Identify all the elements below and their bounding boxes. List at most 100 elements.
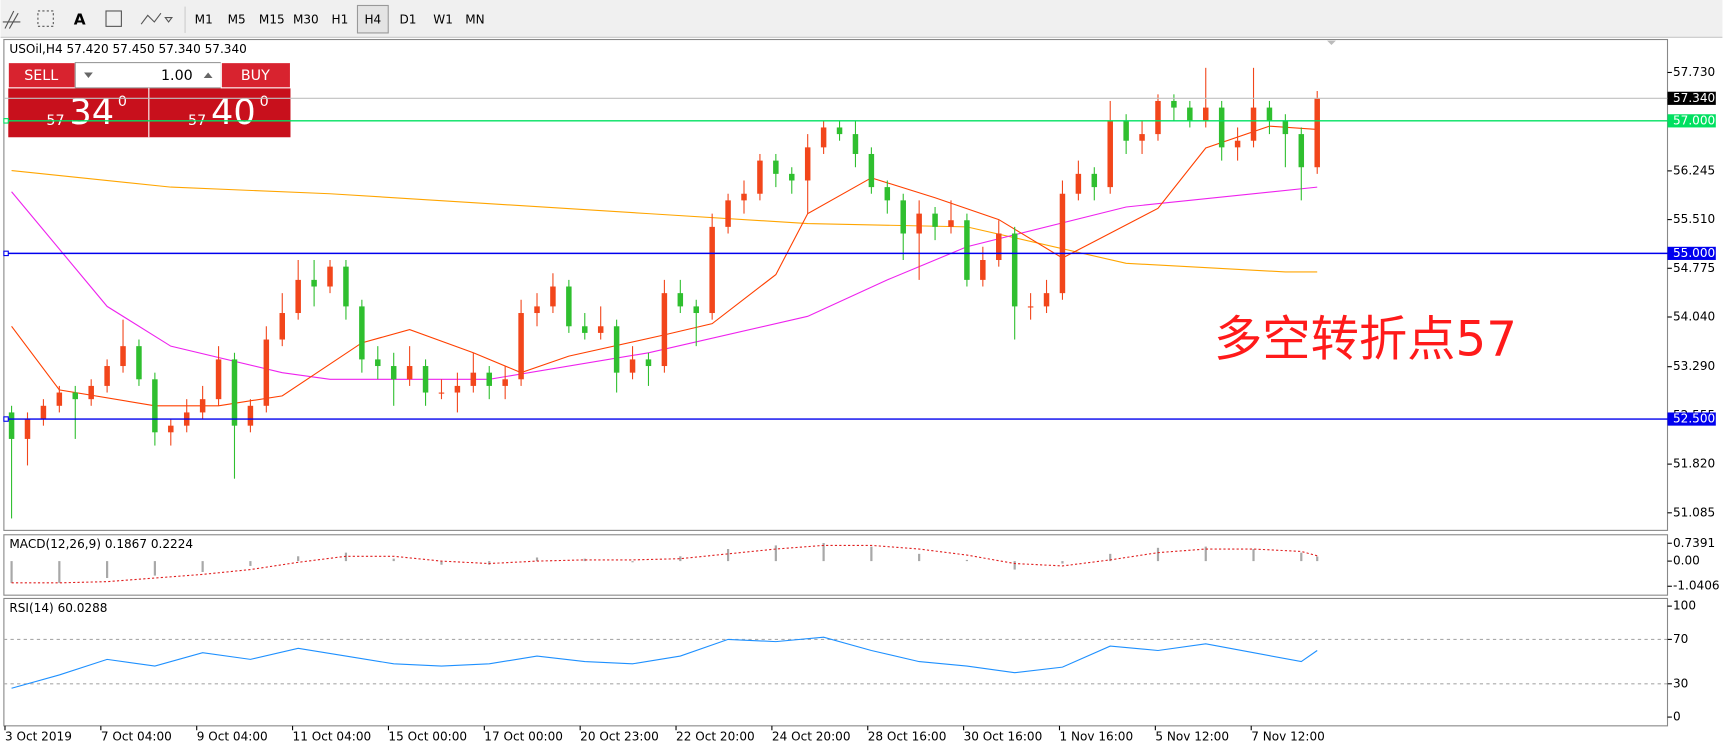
macd-tick-label: 0.00 [1673, 554, 1700, 568]
moving-average [11, 125, 1318, 407]
x-tick-label: 5 Nov 12:00 [1155, 729, 1229, 743]
macd-bar [679, 556, 682, 562]
macd-bar [918, 553, 921, 562]
candle-body [199, 399, 206, 413]
y-tick-label: 54.775 [1673, 261, 1715, 275]
chart-header: USOil,H4 57.420 57.450 57.340 57.340 [9, 42, 246, 56]
macd-tick-label: -1.0406 [1673, 579, 1720, 593]
timeframe-button[interactable]: W1 [433, 12, 453, 26]
candle-body [327, 266, 333, 287]
sell-price-point: 0 [118, 94, 127, 110]
candle-body [438, 392, 445, 394]
candle-body [773, 160, 779, 174]
candle-body [741, 193, 747, 201]
rsi-tick-label: 0 [1673, 710, 1681, 724]
timeframe-button[interactable]: M15 [259, 12, 285, 26]
shift-marker [1327, 40, 1336, 46]
x-tick-label: 20 Oct 23:00 [580, 729, 659, 743]
x-tick-label: 28 Oct 16:00 [868, 729, 947, 743]
candle-body [582, 326, 588, 333]
x-tick-label: 7 Nov 12:00 [1251, 729, 1325, 743]
candle-body [613, 326, 620, 373]
macd-bar [726, 549, 730, 562]
candle-body [789, 173, 795, 181]
candle-body [263, 339, 270, 406]
candle-body [1107, 120, 1113, 188]
candle-body [24, 419, 31, 439]
candle-body [518, 313, 524, 380]
candle-body [72, 392, 79, 400]
candle-body [422, 366, 429, 393]
macd-tick-label: 0.7391 [1673, 536, 1715, 550]
timeframe-button[interactable]: M5 [228, 12, 246, 26]
candle-body [597, 326, 604, 333]
timeframe-button[interactable]: D1 [400, 12, 417, 26]
rsi-tick-label: 100 [1673, 599, 1696, 613]
candle-body [1123, 120, 1129, 141]
candle-body [534, 306, 540, 314]
macd-bar [297, 556, 300, 562]
macd-bar [870, 546, 873, 562]
macd-bar [153, 561, 156, 576]
candle-body [1266, 107, 1273, 121]
rsi-line [11, 636, 1318, 689]
toolbar [0, 0, 1723, 38]
candle-body [295, 279, 301, 314]
macd-bar [392, 558, 395, 562]
candle-body [948, 220, 954, 227]
macd-bar [1300, 552, 1303, 562]
macd-bar [58, 561, 61, 583]
candle-body [375, 359, 381, 367]
candle-body [916, 213, 922, 234]
candle-body [8, 412, 15, 439]
level-label-bg [1667, 246, 1716, 260]
candle-body [231, 359, 238, 426]
x-tick-label: 22 Oct 20:00 [676, 729, 755, 743]
macd-bar [1204, 546, 1207, 562]
candle-body [1203, 107, 1209, 121]
level-marker [3, 118, 9, 124]
x-tick-label: 30 Oct 16:00 [964, 729, 1043, 743]
timeframe-button[interactable]: MN [465, 12, 484, 26]
crosshair-icon[interactable] [2, 10, 21, 29]
timeframe-button[interactable]: H1 [332, 12, 349, 26]
level-label-bg [1667, 412, 1716, 426]
candle-body [247, 405, 254, 426]
candle-body [343, 266, 349, 307]
buy-button[interactable] [220, 62, 292, 89]
timeframe-button[interactable]: M30 [293, 12, 319, 26]
level-label: 55.000 [1673, 246, 1715, 260]
candle-body [900, 200, 906, 234]
candle-body [932, 213, 938, 227]
macd-bar [583, 558, 586, 562]
sell-button[interactable] [7, 62, 76, 89]
timeframe-button[interactable]: M1 [195, 12, 213, 26]
annotation: 多空转折点57 [1214, 312, 1517, 368]
lot-input[interactable] [74, 62, 222, 89]
candle-body [88, 385, 94, 400]
grid-icon[interactable] [37, 10, 54, 27]
objects-icon[interactable] [140, 12, 173, 25]
candle-body [56, 392, 63, 406]
text-icon[interactable]: A [74, 10, 86, 28]
rsi-tick-label: 30 [1673, 676, 1688, 690]
candle-body [1075, 173, 1082, 194]
candle-body [311, 279, 317, 287]
y-tick-label: 55.510 [1673, 212, 1715, 226]
candle-body [884, 187, 891, 201]
y-tick-label: 57.730 [1673, 65, 1715, 79]
timeframe-button[interactable]: H4 [364, 12, 381, 26]
macd-bar [1252, 549, 1255, 562]
level-label-bg [1667, 114, 1716, 128]
label-icon[interactable] [105, 10, 122, 27]
moving-average [11, 186, 1318, 380]
buy-price-point: 0 [260, 94, 269, 110]
macd-bar [488, 561, 491, 565]
x-tick-label: 15 Oct 00:00 [388, 729, 467, 743]
level-marker [3, 250, 9, 257]
y-tick-label: 51.085 [1673, 505, 1715, 519]
candle-body [725, 200, 731, 227]
x-tick-label: 9 Oct 04:00 [197, 729, 268, 743]
y-tick-label: 56.245 [1673, 163, 1715, 177]
candle-body [1187, 107, 1193, 121]
